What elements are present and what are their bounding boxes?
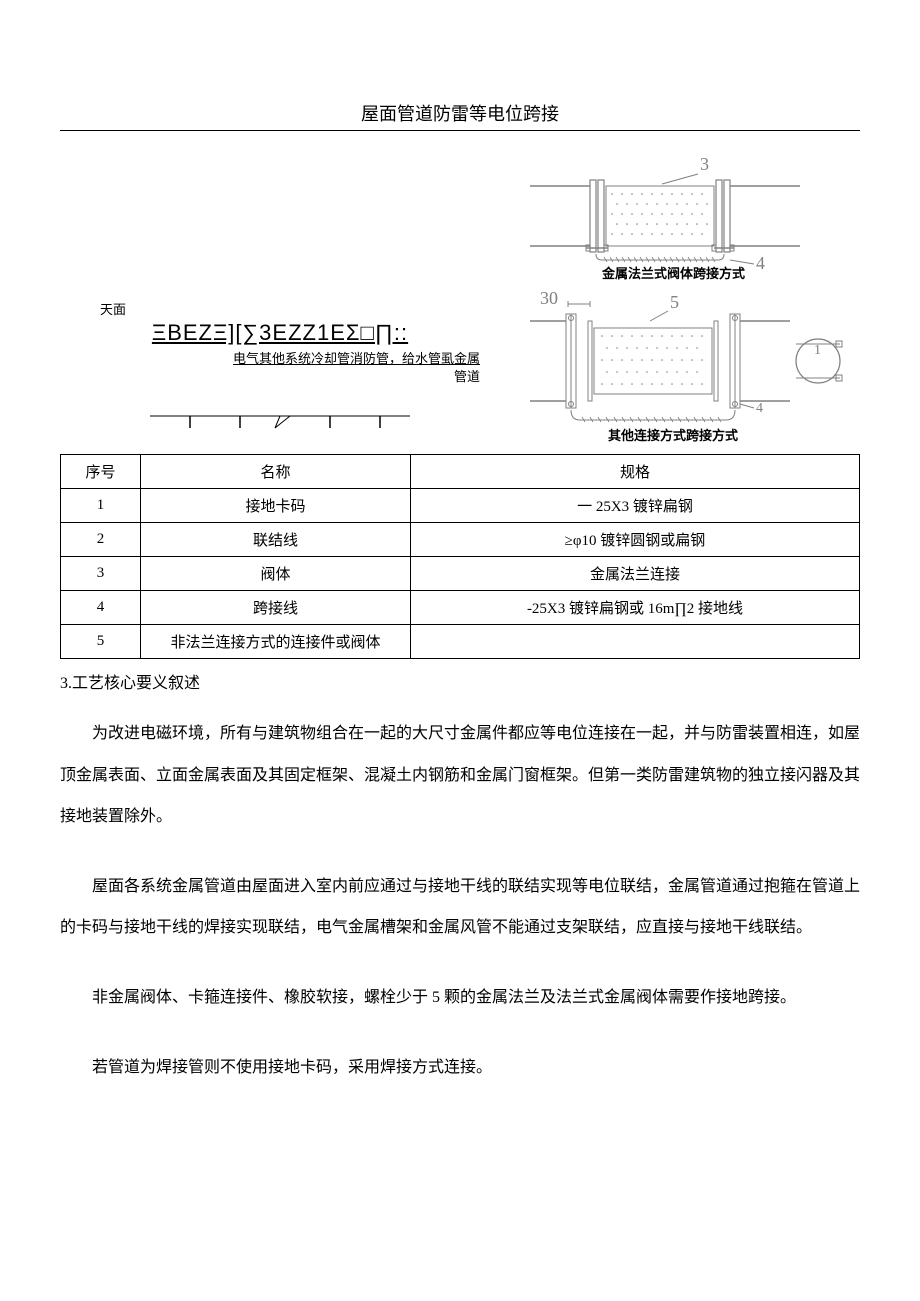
svg-text:金属法兰式阀体跨接方式: 金属法兰式阀体跨接方式 xyxy=(601,266,745,281)
cell-seq: 5 xyxy=(61,625,141,659)
table-row: 1 接地卡码 一 25X3 镀锌扁钢 xyxy=(61,489,860,523)
page-title: 屋面管道防雷等电位跨接 xyxy=(60,100,860,131)
cell-name: 接地卡码 xyxy=(141,489,411,523)
spec-table: 序号 名称 规格 1 接地卡码 一 25X3 镀锌扁钢 2 联结线 ≥φ10 镀… xyxy=(60,454,860,659)
cell-spec xyxy=(411,625,860,659)
cell-spec: 金属法兰连接 xyxy=(411,557,860,591)
left-bottom-diagram xyxy=(140,406,420,446)
table-row: 5 非法兰连接方式的连接件或阀体 xyxy=(61,625,860,659)
paragraph-2: 屋面各系统金属管道由屋面进入室内前应通过与接地干线的联结实现等电位联结，金属管道… xyxy=(60,866,860,949)
th-name: 名称 xyxy=(141,455,411,489)
left-formula: ΞBEZΞ][∑3EZZ1EΣ□∏:: xyxy=(60,320,500,346)
table-row: 2 联结线 ≥φ10 镀锌圆钢或扁钢 xyxy=(61,523,860,557)
cell-seq: 1 xyxy=(61,489,141,523)
svg-text:1: 1 xyxy=(814,343,821,358)
table-body: 1 接地卡码 一 25X3 镀锌扁钢 2 联结线 ≥φ10 镀锌圆钢或扁钢 3 … xyxy=(61,489,860,659)
cell-seq: 2 xyxy=(61,523,141,557)
right-diagram-svg: 3 xyxy=(530,156,850,446)
section-heading: 3.工艺核心要义叙述 xyxy=(60,669,860,693)
cell-spec: -25X3 镀锌扁钢或 16m∏2 接地线 xyxy=(411,591,860,625)
svg-text:5: 5 xyxy=(670,292,679,312)
cell-name: 阀体 xyxy=(141,557,411,591)
paragraph-1: 为改进电磁环境，所有与建筑物组合在一起的大尺寸金属件都应等电位连接在一起，并与防… xyxy=(60,713,860,838)
paragraph-3: 非金属阀体、卡箍连接件、橡胶软接，螺栓少于 5 颗的金属法兰及法兰式金属阀体需要… xyxy=(60,977,860,1019)
svg-text:4: 4 xyxy=(756,401,763,416)
svg-text:其他连接方式跨接方式: 其他连接方式跨接方式 xyxy=(608,428,738,443)
label-tianmian: 天面 xyxy=(100,299,126,318)
cell-seq: 4 xyxy=(61,591,141,625)
left-caption: 电气其他系统冷却管消防管，给水管虱金属 管道 xyxy=(233,350,480,386)
svg-text:30: 30 xyxy=(540,288,558,308)
table-row: 3 阀体 金属法兰连接 xyxy=(61,557,860,591)
svg-text:3: 3 xyxy=(700,156,709,174)
svg-text:4: 4 xyxy=(756,253,765,273)
table-row: 4 跨接线 -25X3 镀锌扁钢或 16m∏2 接地线 xyxy=(61,591,860,625)
paragraph-4: 若管道为焊接管则不使用接地卡码，采用焊接方式连接。 xyxy=(60,1047,860,1089)
cell-spec: 一 25X3 镀锌扁钢 xyxy=(411,489,860,523)
cell-name: 非法兰连接方式的连接件或阀体 xyxy=(141,625,411,659)
cell-seq: 3 xyxy=(61,557,141,591)
diagram-right: 3 xyxy=(520,156,860,446)
cell-spec: ≥φ10 镀锌圆钢或扁钢 xyxy=(411,523,860,557)
cell-name: 跨接线 xyxy=(141,591,411,625)
th-spec: 规格 xyxy=(411,455,860,489)
diagram-row: 天面 ΞBEZΞ][∑3EZZ1EΣ□∏:: 电气其他系统冷却管消防管，给水管虱… xyxy=(60,156,860,446)
th-seq: 序号 xyxy=(61,455,141,489)
diagram-left: 天面 ΞBEZΞ][∑3EZZ1EΣ□∏:: 电气其他系统冷却管消防管，给水管虱… xyxy=(60,239,500,446)
cell-name: 联结线 xyxy=(141,523,411,557)
